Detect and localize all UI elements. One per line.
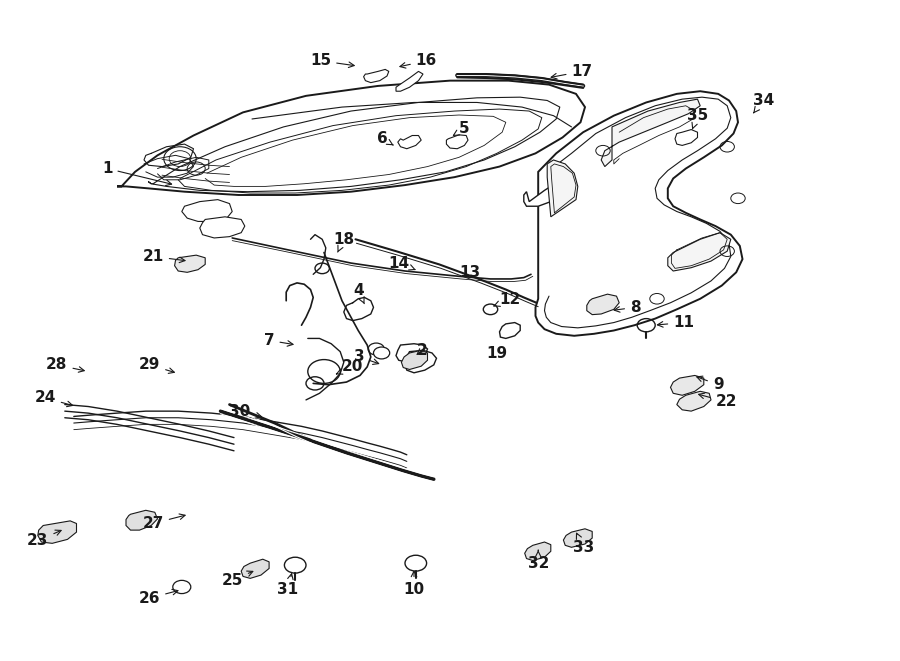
- Text: 17: 17: [551, 64, 592, 79]
- Circle shape: [374, 347, 390, 359]
- Polygon shape: [536, 91, 742, 336]
- Polygon shape: [364, 69, 389, 83]
- Text: 7: 7: [264, 333, 293, 348]
- Text: 11: 11: [657, 315, 694, 330]
- Text: 16: 16: [400, 54, 437, 68]
- Text: 20: 20: [337, 360, 364, 374]
- Polygon shape: [524, 182, 565, 206]
- Text: 23: 23: [27, 530, 61, 548]
- Polygon shape: [396, 344, 428, 362]
- Text: 34: 34: [752, 93, 774, 113]
- Text: 35: 35: [687, 108, 708, 129]
- Polygon shape: [117, 81, 585, 195]
- Text: 21: 21: [142, 249, 185, 264]
- Polygon shape: [670, 375, 704, 395]
- Polygon shape: [401, 350, 428, 369]
- Polygon shape: [601, 99, 700, 167]
- Text: 15: 15: [310, 54, 355, 68]
- Polygon shape: [668, 233, 731, 271]
- Polygon shape: [126, 510, 158, 530]
- Text: 18: 18: [333, 232, 355, 252]
- Text: 25: 25: [221, 571, 253, 588]
- Text: 3: 3: [354, 350, 379, 364]
- Polygon shape: [175, 255, 205, 272]
- Polygon shape: [182, 200, 232, 221]
- Polygon shape: [200, 217, 245, 238]
- Text: 19: 19: [486, 346, 507, 361]
- Text: 30: 30: [229, 404, 262, 418]
- Text: 6: 6: [377, 132, 393, 146]
- Polygon shape: [675, 130, 698, 145]
- Text: 14: 14: [389, 256, 415, 270]
- Text: 28: 28: [46, 358, 85, 372]
- Text: 13: 13: [459, 265, 480, 280]
- Polygon shape: [525, 542, 551, 561]
- Polygon shape: [405, 350, 436, 373]
- Polygon shape: [398, 136, 421, 149]
- Text: 8: 8: [614, 300, 641, 315]
- Polygon shape: [396, 71, 423, 91]
- Polygon shape: [587, 294, 619, 315]
- Polygon shape: [563, 529, 592, 547]
- Text: 26: 26: [139, 590, 178, 605]
- Text: 29: 29: [139, 358, 175, 373]
- Text: 5: 5: [454, 122, 470, 136]
- Polygon shape: [446, 135, 468, 149]
- Polygon shape: [241, 559, 269, 578]
- Text: 1: 1: [102, 161, 172, 186]
- Text: 2: 2: [417, 343, 428, 358]
- Text: 33: 33: [572, 533, 594, 555]
- Text: 24: 24: [34, 391, 73, 407]
- Text: 12: 12: [494, 292, 521, 307]
- Text: 31: 31: [277, 574, 299, 597]
- Text: 32: 32: [527, 550, 549, 570]
- Polygon shape: [677, 391, 711, 411]
- Text: 27: 27: [142, 514, 185, 531]
- Text: 9: 9: [697, 376, 724, 392]
- Text: 22: 22: [698, 393, 737, 409]
- Polygon shape: [500, 323, 520, 338]
- Text: 4: 4: [353, 284, 364, 303]
- Text: 10: 10: [403, 571, 425, 597]
- Polygon shape: [38, 521, 76, 543]
- Polygon shape: [547, 160, 578, 217]
